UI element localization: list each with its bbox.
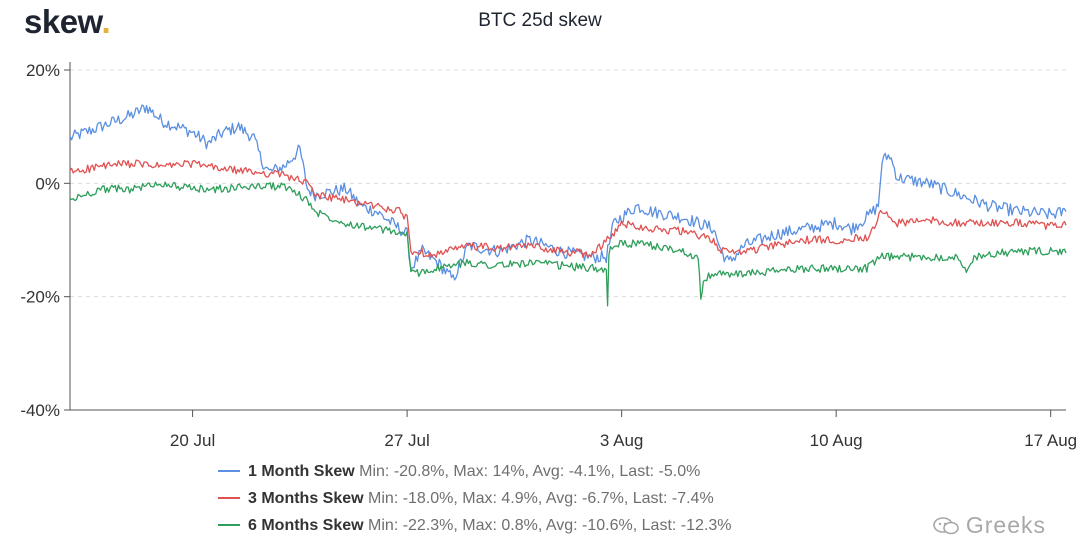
- legend-series-stats: Min: -22.3%, Max: 0.8%, Avg: -10.6%, Las…: [368, 517, 732, 534]
- x-tick-label: 17 Aug: [1024, 431, 1077, 450]
- x-tick-label: 20 Jul: [170, 431, 215, 450]
- y-tick-label: -20%: [20, 288, 60, 307]
- logo-text: skew: [24, 3, 102, 40]
- watermark: Greeks: [932, 512, 1046, 539]
- legend-entry-6-months[interactable]: 6 Months Skew Min: -22.3%, Max: 0.8%, Av…: [218, 512, 731, 539]
- wechat-icon: [933, 517, 959, 535]
- legend-swatch: [218, 523, 240, 526]
- y-tick-label: 20%: [26, 61, 60, 80]
- x-tick-label: 3 Aug: [600, 431, 644, 450]
- chart-title: BTC 25d skew: [478, 10, 602, 31]
- legend-entry-1-month[interactable]: 1 Month Skew Min: -20.8%, Max: 14%, Avg:…: [218, 458, 731, 485]
- logo-dot: .: [101, 3, 111, 40]
- chart-legend: 1 Month Skew Min: -20.8%, Max: 14%, Avg:…: [218, 458, 731, 539]
- watermark-text: Greeks: [965, 512, 1046, 538]
- legend-entry-3-months[interactable]: 3 Months Skew Min: -18.0%, Max: 4.9%, Av…: [218, 485, 731, 512]
- series-line-2: [69, 159, 1067, 259]
- legend-series-stats: Min: -20.8%, Max: 14%, Avg: -4.1%, Last:…: [359, 463, 701, 480]
- legend-series-stats: Min: -18.0%, Max: 4.9%, Avg: -6.7%, Last…: [368, 490, 714, 507]
- series-line-3: [69, 181, 1067, 307]
- x-tick-label: 27 Jul: [384, 431, 429, 450]
- legend-series-name: 1 Month Skew: [248, 463, 355, 480]
- legend-series-name: 6 Months Skew: [248, 517, 364, 534]
- legend-swatch: [218, 469, 240, 472]
- y-tick-label: 0%: [35, 174, 60, 193]
- skew-logo: skew.: [24, 2, 111, 42]
- legend-series-name: 3 Months Skew: [248, 490, 364, 507]
- series-line-1: [69, 104, 1067, 281]
- x-tick-label: 10 Aug: [810, 431, 863, 450]
- y-tick-label: -40%: [20, 401, 60, 420]
- legend-swatch: [218, 496, 240, 499]
